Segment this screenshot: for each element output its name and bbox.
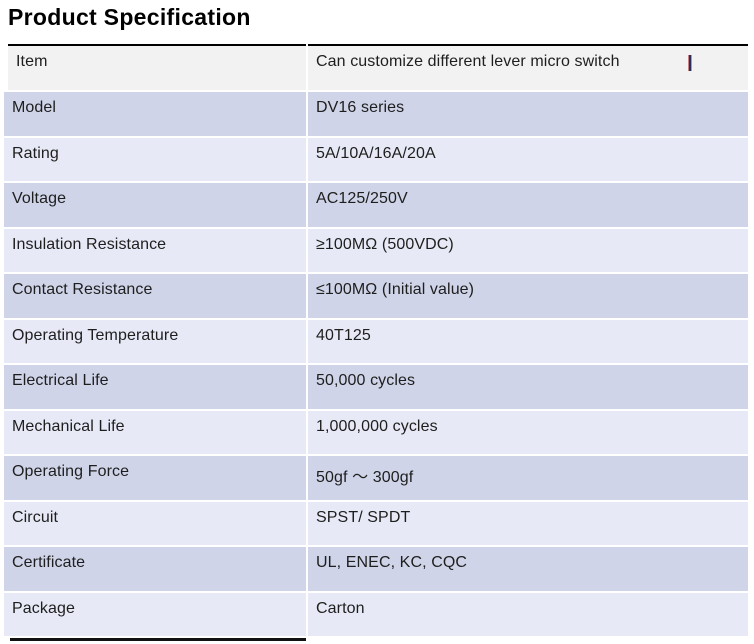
spec-label: Operating Temperature bbox=[4, 319, 306, 363]
spec-value: DV16 series bbox=[308, 92, 748, 136]
table-row: Certificate UL, ENEC, KC, CQC bbox=[4, 547, 748, 591]
spec-label: Package bbox=[4, 592, 306, 636]
spec-label: Contact Resistance bbox=[4, 274, 306, 318]
spec-label: Item bbox=[8, 44, 306, 90]
spec-label: Rating bbox=[4, 137, 306, 181]
spec-value: Can customize different lever micro swit… bbox=[308, 44, 748, 90]
spec-label: Insulation Resistance bbox=[4, 228, 306, 272]
spec-label: Operating Force bbox=[4, 456, 306, 500]
spec-label: Certificate bbox=[4, 547, 306, 591]
table-row: Operating Force 50gf ～ 300gf bbox=[4, 456, 748, 500]
spec-value: 50,000 cycles bbox=[308, 365, 748, 409]
spec-value: Carton bbox=[308, 592, 748, 636]
table-row: Operating Temperature 40T125 bbox=[4, 319, 748, 363]
table-row: Mechanical Life 1,000,000 cycles bbox=[4, 410, 748, 454]
spec-value: AC125/250V bbox=[308, 183, 748, 227]
spec-label: Mechanical Life bbox=[4, 410, 306, 454]
spec-value: 5A/10A/16A/20A bbox=[308, 137, 748, 181]
spec-value: UL, ENEC, KC, CQC bbox=[308, 547, 748, 591]
table-row: Electrical Life 50,000 cycles bbox=[4, 365, 748, 409]
spec-value: 1,000,000 cycles bbox=[308, 410, 748, 454]
text-cursor bbox=[689, 55, 691, 71]
table-row: Package Carton bbox=[4, 592, 748, 636]
table-row: Insulation Resistance ≥100MΩ (500VDC) bbox=[4, 228, 748, 272]
spec-value: ≤100MΩ (Initial value) bbox=[308, 274, 748, 318]
specification-table: Item Can customize different lever micro… bbox=[4, 44, 748, 638]
table-row: Item Can customize different lever micro… bbox=[4, 44, 748, 90]
spec-label: Voltage bbox=[4, 183, 306, 227]
table-row: Model DV16 series bbox=[4, 92, 748, 136]
spec-value: 40T125 bbox=[308, 319, 748, 363]
spec-value: SPST/ SPDT bbox=[308, 501, 748, 545]
table-row: Voltage AC125/250V bbox=[4, 183, 748, 227]
spec-value: 50gf ～ 300gf bbox=[308, 456, 748, 500]
spec-value: ≥100MΩ (500VDC) bbox=[308, 228, 748, 272]
table-row: Contact Resistance ≤100MΩ (Initial value… bbox=[4, 274, 748, 318]
table-row: Circuit SPST/ SPDT bbox=[4, 501, 748, 545]
table-row: Rating 5A/10A/16A/20A bbox=[4, 137, 748, 181]
spec-label: Circuit bbox=[4, 501, 306, 545]
spec-label: Electrical Life bbox=[4, 365, 306, 409]
cutoff-table-border bbox=[10, 638, 306, 641]
page-title: Product Specification bbox=[8, 4, 251, 30]
spec-label: Model bbox=[4, 92, 306, 136]
